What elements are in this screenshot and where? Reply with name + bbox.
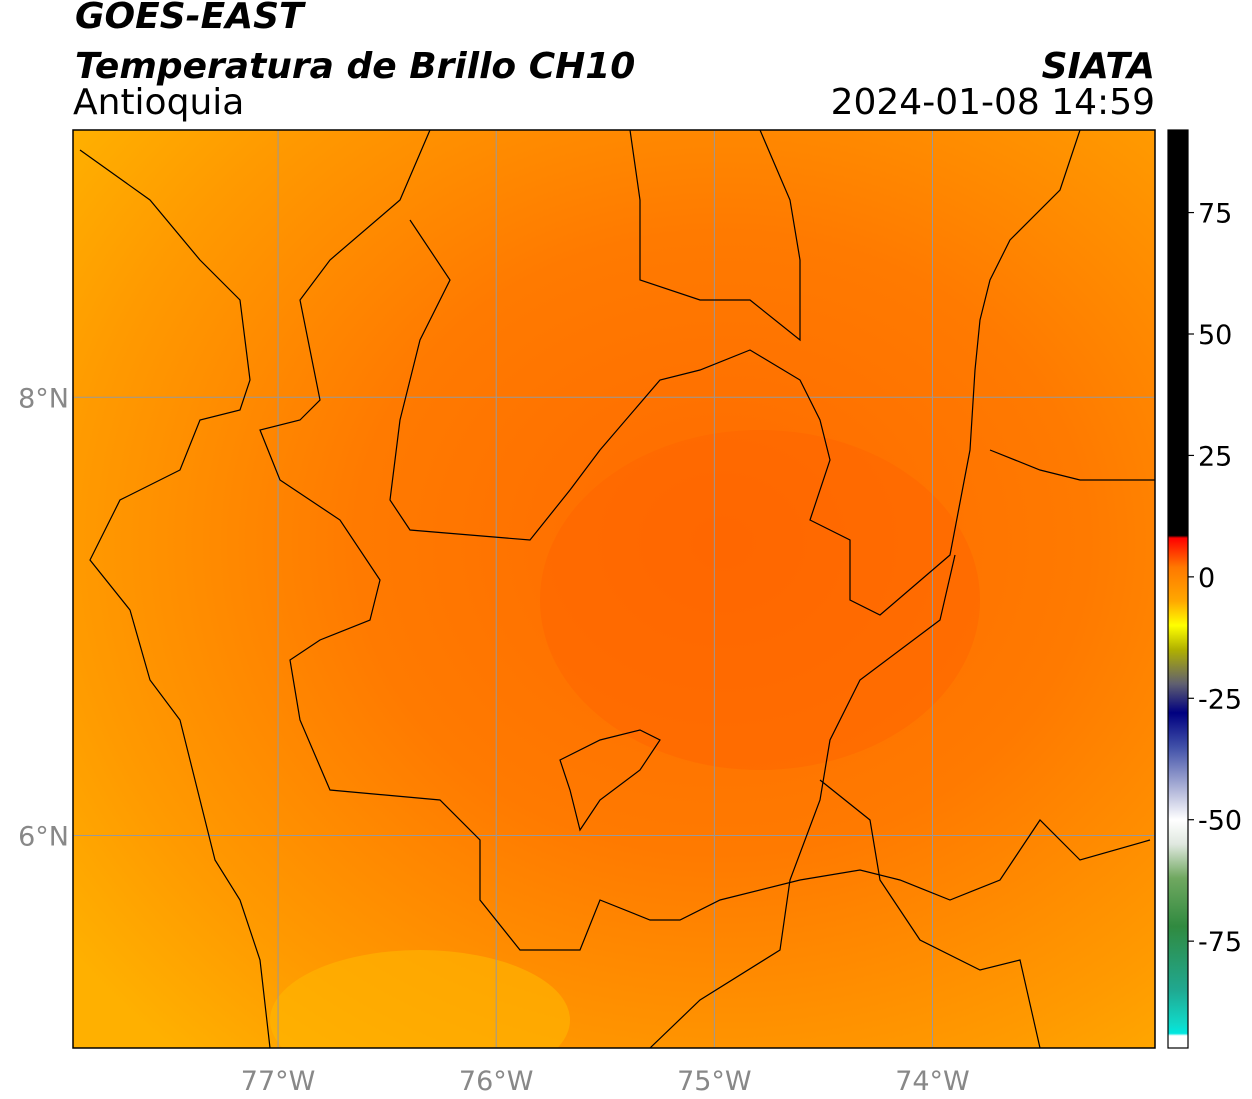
x-tick-label: 74°W [895,1066,970,1097]
colorbar-tick-label: 75 [1198,199,1232,230]
department-border [389,130,1081,616]
y-tick-label: 8°N [18,383,69,414]
colorbar: -75 -50 -25 0 25 50 75 [1168,130,1242,1048]
title: GOES-EAST [75,0,306,37]
cold-area [540,430,980,770]
colorbar-tick-label: -25 [1198,684,1242,715]
map-frame [72,129,1156,1049]
agency: SIATA [1042,46,1155,87]
colorbar-tick-label: 0 [1198,563,1215,594]
colorbar-tick-label: -75 [1198,927,1242,958]
boundaries [79,130,1155,1048]
region: Antioquia [73,82,244,123]
department-border [629,130,801,342]
municipal-border [559,729,661,832]
x-tick-label: 75°W [677,1066,752,1097]
x-tick-label: 77°W [241,1066,316,1097]
colorbar-tick-label: 50 [1198,320,1232,351]
colorbar-frame [1167,129,1189,1049]
warm-area [270,950,570,1048]
department-border [819,779,1041,1048]
department-border [989,449,1155,481]
department-border [649,554,956,1048]
title: Temperatura de Brillo CH10 [75,46,635,87]
y-tick-label: 6°N [18,821,69,852]
colorbar-fill [1168,130,1188,1048]
map [73,130,1155,1048]
department-border [259,130,1151,951]
x-tick-label: 76°W [459,1066,534,1097]
colorbar-tick-label: -50 [1198,806,1242,837]
datetime: 2024-01-08 14:59 [831,82,1155,123]
colorbar-tick-label: 25 [1198,441,1232,472]
coastline [79,149,271,1048]
